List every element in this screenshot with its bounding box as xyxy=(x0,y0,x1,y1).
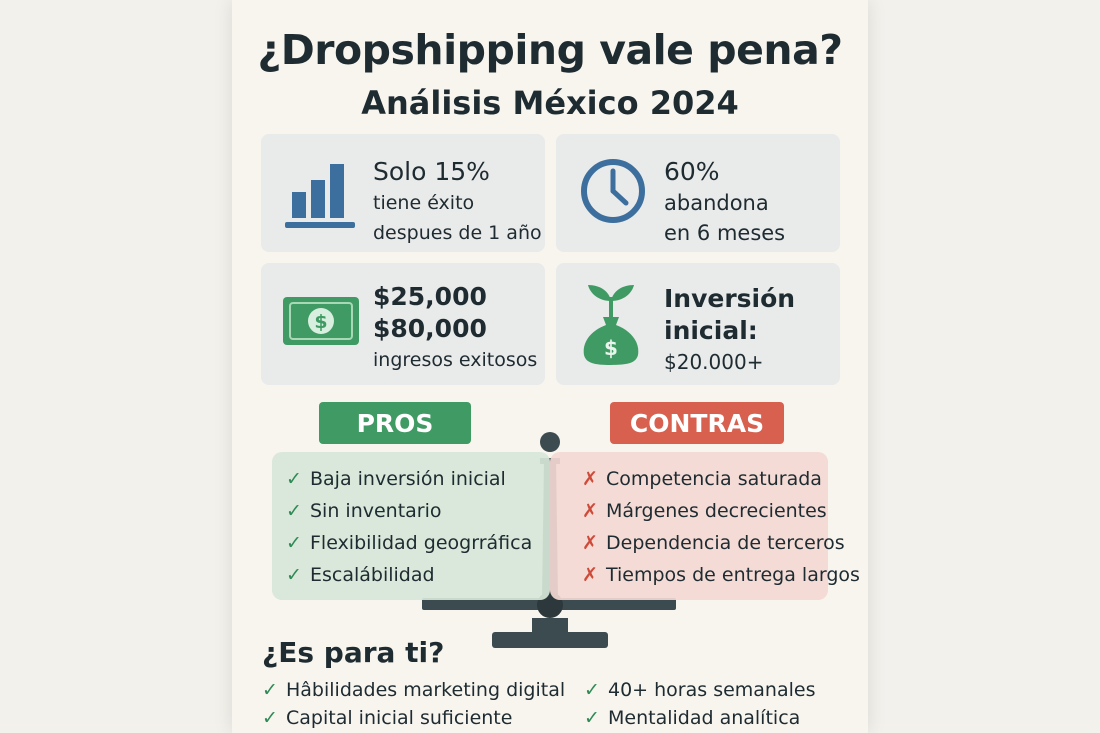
contras-item: ✗ Dependencia de terceros xyxy=(582,532,845,554)
page-title: ¿Dropshipping vale pena? xyxy=(257,26,843,74)
infographic-poster: ¿Dropshipping vale pena? Análisis México… xyxy=(232,0,868,733)
stat-card-investment: $ Inversión inicial: $20.000+ xyxy=(556,263,840,385)
contras-panel xyxy=(550,452,828,600)
stat-success-line3: despues de 1 año xyxy=(373,222,542,244)
cross-icon: ✗ xyxy=(582,500,598,522)
money-bag-sprout-icon: $ xyxy=(583,285,639,365)
svg-text:$: $ xyxy=(604,336,618,360)
stat-card-income: $ $25,000 $80,000 ingresos exitosos xyxy=(261,263,545,385)
check-icon: ✓ xyxy=(286,500,302,522)
pros-item: ✓ Escalábilidad xyxy=(286,564,435,586)
check-icon: ✓ xyxy=(584,707,600,729)
contras-item: ✗ Tiempos de entrega largos xyxy=(582,564,860,586)
cross-icon: ✗ xyxy=(582,468,598,490)
stat-success-line2: tiene éxito xyxy=(373,192,475,214)
check-icon: ✓ xyxy=(262,707,278,729)
stat-success-value: Solo 15% xyxy=(373,157,490,186)
bar-chart-icon xyxy=(285,164,355,228)
check-icon: ✓ xyxy=(286,468,302,490)
check-icon: ✓ xyxy=(286,564,302,586)
pros-item: ✓ Flexibilidad geogrráfica xyxy=(286,532,533,554)
stat-abandon-line2: abandona xyxy=(664,191,769,215)
contras-item: ✗ Competencia saturada xyxy=(582,468,822,490)
fit-item: ✓ 40+ horas semanales xyxy=(584,679,816,701)
contras-badge: CONTRAS xyxy=(610,402,784,444)
stat-card-success: Solo 15% tiene éxito despues de 1 año xyxy=(261,134,545,252)
cross-icon: ✗ xyxy=(582,532,598,554)
stat-card-abandon: 60% abandona en 6 meses xyxy=(556,134,840,252)
banknote-icon: $ xyxy=(283,297,359,345)
check-icon: ✓ xyxy=(584,679,600,701)
fit-item: ✓ Capital inicial suficiente xyxy=(262,707,513,729)
pros-panel xyxy=(272,452,550,600)
fit-item: ✓ Mentalidad analítica xyxy=(584,707,801,729)
check-icon: ✓ xyxy=(286,532,302,554)
page-subtitle: Análisis México 2024 xyxy=(361,84,739,122)
stat-income-high: $80,000 xyxy=(373,314,487,343)
svg-text:$: $ xyxy=(314,311,327,333)
check-icon: ✓ xyxy=(262,679,278,701)
cross-icon: ✗ xyxy=(582,564,598,586)
stat-investment-value: $20.000+ xyxy=(664,350,764,374)
pros-item: ✓ Baja inversión inicial xyxy=(286,468,506,490)
fit-section-title: ¿Es para ti? xyxy=(262,636,445,669)
pros-item: ✓ Sin inventario xyxy=(286,500,442,522)
stat-income-low: $25,000 xyxy=(373,282,487,311)
clock-icon xyxy=(581,159,645,223)
stat-abandon-value: 60% xyxy=(664,157,720,186)
contras-item: ✗ Márgenes decrecientes xyxy=(582,500,827,522)
stat-abandon-line3: en 6 meses xyxy=(664,221,786,245)
stat-investment-line2: inicial: xyxy=(664,316,758,345)
stat-investment-line1: Inversión xyxy=(664,284,796,313)
fit-item: ✓ Hâbilidades marketing digital xyxy=(262,679,566,701)
stat-income-label: ingresos exitosos xyxy=(373,349,538,371)
pros-badge: PROS xyxy=(319,402,471,444)
